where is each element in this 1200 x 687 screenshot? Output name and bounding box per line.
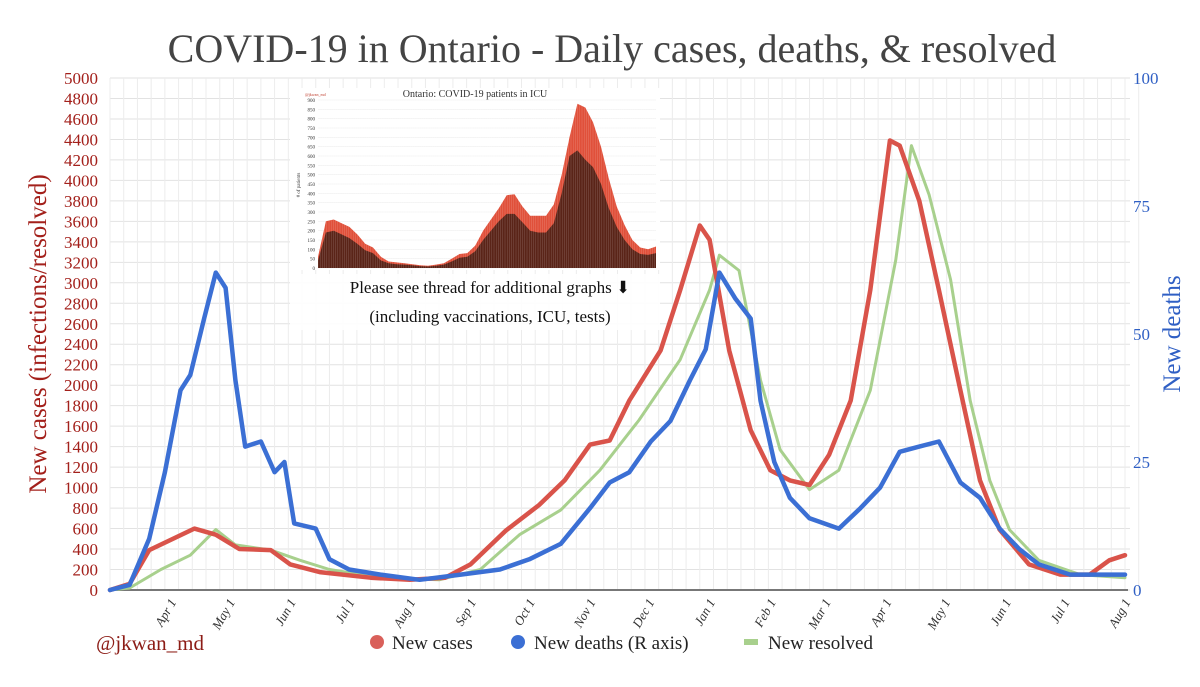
left-tick-label: 1200 (64, 458, 98, 477)
inset-tick-label: 800 (308, 118, 316, 123)
x-tick-label: Sep 1 (452, 596, 479, 628)
legend-marker-resolved (744, 639, 758, 645)
inset-tick-label: 100 (308, 248, 316, 253)
x-tick-label: Mar 1 (804, 596, 834, 632)
inset-tick-label: 650 (308, 146, 316, 151)
legend: New cases New deaths (R axis) New resolv… (370, 633, 873, 654)
x-tick-label: Nov 1 (570, 596, 599, 631)
inset-tick-label: 400 (308, 192, 316, 197)
left-tick-label: 2200 (64, 356, 98, 375)
inset-tick-label: 900 (308, 99, 316, 104)
legend-label-cases: New cases (392, 633, 473, 654)
left-tick-label: 1800 (64, 397, 98, 416)
x-tick-label: May 1 (208, 596, 238, 633)
left-axis-label: New cases (infections/resolved) (25, 174, 52, 493)
x-tick-label: Apr 1 (151, 596, 179, 630)
inset-tick-label: 600 (308, 155, 316, 160)
x-tick-label: Apr 1 (866, 596, 894, 630)
inset-watermark: @jkwan_md (305, 92, 326, 97)
inset-note-line1: Please see thread for additional graphs … (350, 278, 630, 297)
x-tick-label: Feb 1 (750, 596, 778, 630)
left-tick-label: 1400 (64, 438, 98, 457)
inset-tick-label: 750 (308, 127, 316, 132)
left-tick-label: 200 (73, 561, 99, 580)
left-tick-label: 600 (73, 520, 99, 539)
right-tick-label: 50 (1133, 325, 1150, 344)
legend-marker-deaths (511, 635, 525, 649)
inset-area-ventilated (318, 150, 656, 268)
inset-tick-label: 550 (308, 164, 316, 169)
left-tick-label: 2600 (64, 315, 98, 334)
left-tick-label: 2000 (64, 376, 98, 395)
left-tick-label: 800 (73, 499, 99, 518)
icu-inset: 0 50 100 150 200 250 300 350 400 450 500 550 600 650 7… (290, 88, 660, 330)
x-tick-label: May 1 (923, 596, 953, 633)
inset-tick-label: 450 (308, 183, 316, 188)
left-tick-label: 1600 (64, 417, 98, 436)
right-tick-label: 100 (1133, 69, 1159, 88)
right-tick-label: 75 (1133, 197, 1150, 216)
left-tick-label: 3600 (64, 212, 98, 231)
inset-tick-label: 50 (310, 258, 316, 263)
x-tick-label: Aug 1 (390, 596, 419, 631)
legend-label-deaths: New deaths (R axis) (534, 633, 689, 654)
left-tick-label: 0 (90, 581, 99, 600)
left-tick-label: 4200 (64, 151, 98, 170)
left-tick-label: 2800 (64, 294, 98, 313)
inset-tick-label: 500 (308, 174, 316, 179)
legend-label-resolved: New resolved (768, 633, 873, 654)
series-lines (107, 138, 1128, 593)
x-tick-label: Aug 1 (1105, 596, 1134, 631)
x-tick-label: Jul 1 (1047, 596, 1073, 626)
inset-tick-label: 150 (308, 239, 316, 244)
inset-tick-label: 700 (308, 136, 316, 141)
left-tick-label: 2400 (64, 335, 98, 354)
inset-tick-label: 250 (308, 220, 316, 225)
series-line-new-deaths-r-axis (107, 270, 1128, 593)
left-tick-label: 4800 (64, 89, 98, 108)
left-tick-label: 5000 (64, 69, 98, 88)
left-tick-label: 1000 (64, 479, 98, 498)
x-tick-label: Oct 1 (511, 596, 538, 628)
series-line-new-cases (107, 138, 1128, 593)
left-tick-label: 3800 (64, 192, 98, 211)
x-tick-label: Jan 1 (691, 596, 718, 628)
inset-title: Ontario: COVID-19 patients in ICU (403, 89, 548, 100)
inset-ylabel: # of patients (297, 173, 302, 198)
chart-title: COVID-19 in Ontario - Daily cases, death… (168, 26, 1057, 71)
right-axis-label: New deaths (1159, 275, 1186, 392)
inset-tick-label: 0 (313, 267, 316, 272)
left-tick-label: 3000 (64, 274, 98, 293)
right-tick-label: 25 (1133, 453, 1150, 472)
x-tick-label: Jul 1 (332, 596, 358, 626)
x-tick-label: Dec 1 (629, 596, 658, 631)
right-axis-ticks: 0 25 50 75 100 (1133, 69, 1159, 600)
inset-note-line2: (including vaccinations, ICU, tests) (369, 307, 610, 326)
legend-marker-cases (370, 635, 384, 649)
x-tick-label: Jun 1 (272, 596, 299, 628)
x-tick-label: Jun 1 (987, 596, 1014, 628)
right-tick-label: 0 (1133, 581, 1142, 600)
left-tick-label: 3200 (64, 253, 98, 272)
left-tick-label: 3400 (64, 233, 98, 252)
inset-tick-label: 300 (308, 211, 316, 216)
left-tick-label: 4400 (64, 130, 98, 149)
left-tick-label: 4000 (64, 171, 98, 190)
left-tick-label: 4600 (64, 110, 98, 129)
x-axis-ticks: Apr 1 May 1 Jun 1 Jul 1 Aug 1 Sep 1 Oct 1 Nov 1… (151, 596, 1133, 633)
inset-tick-label: 350 (308, 202, 316, 207)
inset-tick-label: 850 (308, 108, 316, 113)
credit: @jkwan_md (96, 631, 204, 655)
left-tick-label: 400 (73, 540, 99, 559)
inset-tick-label: 200 (308, 230, 316, 235)
